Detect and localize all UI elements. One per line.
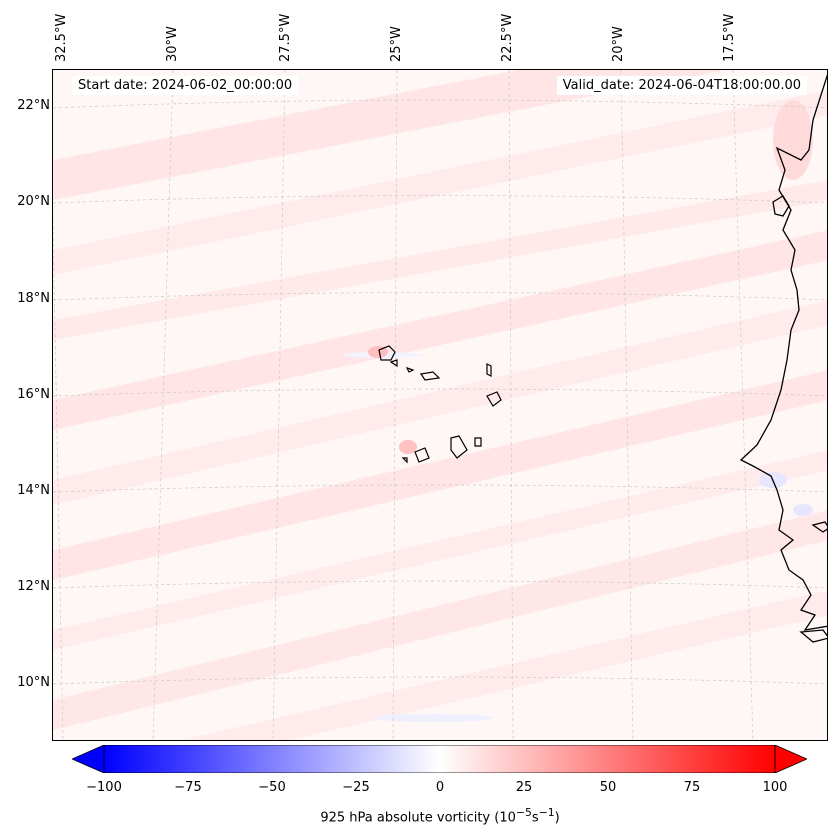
- colorbar-gradient: [103, 745, 776, 773]
- colorbar-tick-100: 100: [762, 780, 788, 795]
- colorbar-tick-0: 0: [435, 780, 445, 795]
- start-date-label: Start date: 2024-06-02_00:00:00: [72, 76, 299, 95]
- cape-verde-islands: [378, 345, 502, 464]
- lat-label-20n: 20°N: [17, 194, 50, 209]
- colorbar-label: 925 hPa absolute vorticity (10−5s−1): [320, 806, 560, 826]
- lon-label-25w: 25°W: [389, 26, 404, 62]
- colorbar-tick-neg25: −25: [342, 780, 370, 795]
- map-panel: [52, 69, 828, 741]
- lon-label-27-5w: 27.5°W: [278, 13, 293, 62]
- lon-label-32-5w: 32.5°W: [54, 13, 69, 62]
- lat-label-18n: 18°N: [17, 291, 50, 306]
- colorbar-tick-neg100: −100: [86, 780, 122, 795]
- valid-date-label: Valid_date: 2024-06-04T18:00:00.00: [556, 76, 807, 95]
- colorbar-tick-neg75: −75: [174, 780, 202, 795]
- lon-label-30w: 30°W: [165, 26, 180, 62]
- colorbar-tick-neg50: −50: [258, 780, 286, 795]
- lat-label-16n: 16°N: [17, 387, 50, 402]
- vorticity-field: [53, 70, 827, 740]
- lat-label-10n: 10°N: [17, 675, 50, 690]
- vorticity-map: [53, 70, 827, 740]
- colorbar-tick-75: 75: [683, 780, 701, 795]
- colorbar-min-extend: [72, 745, 105, 773]
- lat-label-14n: 14°N: [17, 483, 50, 498]
- lon-label-20w: 20°W: [611, 26, 626, 62]
- lon-label-22-5w: 22.5°W: [500, 13, 515, 62]
- graticule: [53, 70, 827, 740]
- lon-label-17-5w: 17.5°W: [722, 13, 737, 62]
- colorbar: [72, 745, 807, 773]
- lat-label-12n: 12°N: [17, 579, 50, 594]
- african-coastline: [739, 74, 827, 643]
- colorbar-tick-25: 25: [515, 780, 533, 795]
- colorbar-tick-50: 50: [599, 780, 617, 795]
- lat-label-22n: 22°N: [17, 98, 50, 113]
- colorbar-max-extend: [774, 745, 807, 773]
